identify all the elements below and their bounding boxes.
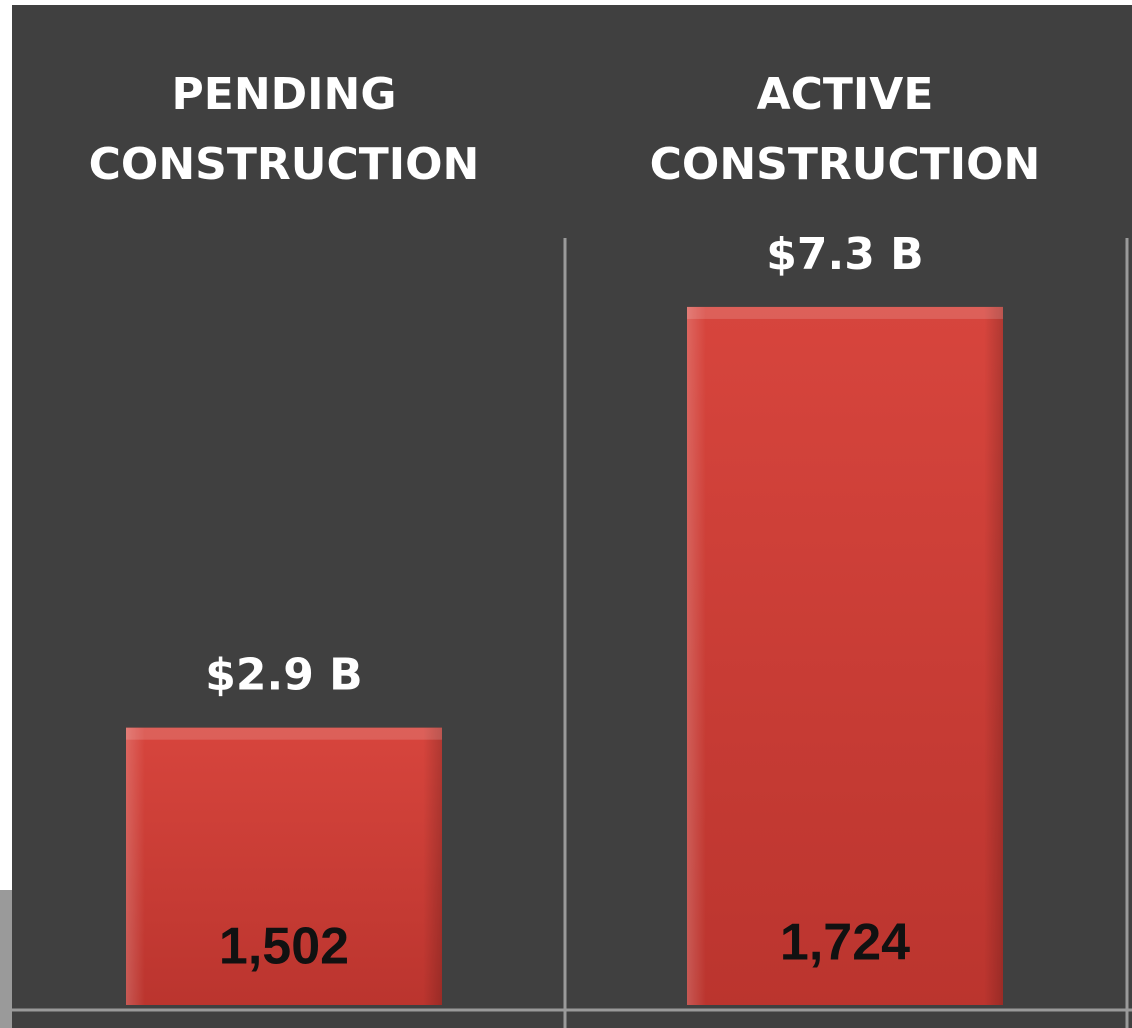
bar-top-bevel	[687, 306, 1003, 319]
category-title: ACTIVE CONSTRUCTION	[649, 69, 1041, 190]
bar	[687, 306, 1003, 1005]
bar-bevel	[687, 306, 1003, 1005]
category-title: PENDING CONSTRUCTION	[88, 69, 480, 190]
bar-label: 1,724	[780, 914, 910, 972]
bar-label: 1,502	[219, 918, 349, 976]
bar-bevel	[126, 727, 442, 1005]
bar-top-bevel	[126, 727, 442, 740]
value-label: $2.9 B	[205, 650, 362, 701]
bar	[126, 727, 442, 1005]
value-label: $7.3 B	[766, 229, 923, 280]
edge-patch	[0, 890, 12, 1028]
